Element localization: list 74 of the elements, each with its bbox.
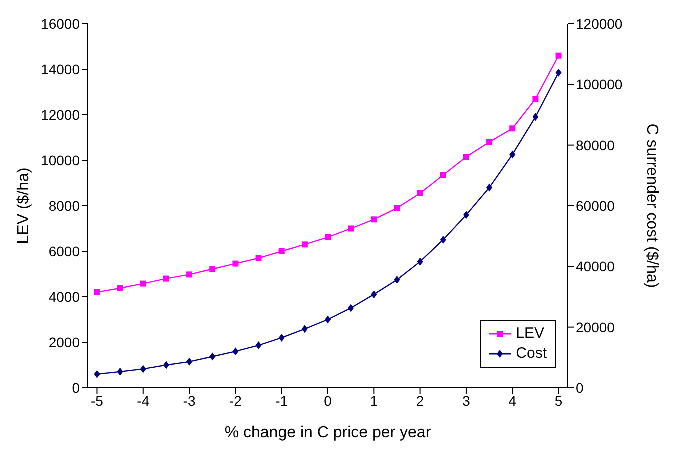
y2-tick-label: 20000	[576, 319, 616, 336]
point	[232, 260, 239, 267]
y2-tick-label: 120000	[576, 16, 623, 32]
point	[140, 365, 146, 374]
point	[486, 139, 493, 146]
y2-axis-title: C surrender cost ($/ha)	[643, 124, 660, 288]
x-tick-label: 3	[462, 392, 471, 409]
x-tick-label: 1	[370, 392, 378, 409]
point	[394, 276, 400, 284]
point	[94, 370, 100, 378]
point	[463, 154, 470, 160]
x-tick-label: -4	[137, 392, 150, 409]
x-tick-label: -2	[229, 392, 242, 409]
y-tick-label: 12000	[41, 106, 80, 123]
point	[256, 342, 262, 350]
x-tick-label: 5	[554, 392, 563, 409]
point	[394, 205, 400, 212]
y2-tick-label: 80000	[576, 137, 616, 154]
point	[210, 352, 216, 361]
point	[325, 234, 331, 240]
point	[117, 285, 124, 292]
point	[371, 290, 378, 299]
y2-tick-label: 100000	[576, 76, 623, 93]
point	[417, 190, 424, 196]
point	[371, 216, 378, 223]
point	[348, 304, 354, 312]
y-tick-label: 8000	[48, 198, 80, 214]
point	[510, 150, 516, 159]
point	[94, 289, 100, 296]
y-axis-title: LEV ($/ha)	[16, 168, 33, 244]
point	[417, 258, 424, 266]
point	[532, 96, 539, 102]
point	[302, 242, 308, 248]
point	[325, 316, 331, 324]
point	[463, 211, 470, 220]
y-tick-label: 10000	[41, 152, 80, 168]
point	[186, 272, 193, 278]
point	[210, 266, 216, 272]
point	[440, 236, 446, 244]
point	[532, 113, 539, 122]
point	[256, 255, 262, 262]
y2-tick-label: 60000	[576, 198, 616, 214]
x-tick-label: -3	[183, 392, 196, 409]
x-tick-label: -5	[91, 392, 104, 409]
point	[348, 226, 354, 232]
point	[186, 358, 193, 366]
point	[556, 52, 562, 59]
y-tick-label: 4000	[48, 288, 80, 305]
y-tick-label: 6000	[48, 243, 80, 260]
point	[510, 126, 516, 132]
point	[556, 68, 562, 77]
y-tick-label: 0	[72, 380, 80, 396]
point	[117, 368, 124, 376]
x-tick-label: 4	[508, 392, 517, 409]
point	[486, 184, 493, 192]
point	[278, 248, 285, 254]
point	[163, 361, 170, 370]
y-tick-label: 16000	[41, 16, 80, 32]
x-tick-label: 0	[324, 392, 332, 409]
x-tick-label: -1	[276, 392, 288, 409]
point	[440, 172, 446, 178]
legend-label: LEV	[516, 324, 545, 344]
point	[140, 280, 146, 287]
y-tick-label: 14000	[41, 61, 80, 78]
point	[278, 334, 285, 342]
x-axis-title: % change in C price per year	[224, 424, 432, 442]
point	[232, 348, 239, 356]
x-tick-label: 2	[416, 392, 424, 409]
y2-tick-label: 40000	[576, 258, 616, 275]
y2-tick-label: 0	[576, 380, 584, 396]
legend-label: Cost	[516, 344, 547, 364]
point	[163, 276, 170, 282]
y-tick-label: 2000	[48, 334, 80, 350]
point	[302, 325, 308, 334]
